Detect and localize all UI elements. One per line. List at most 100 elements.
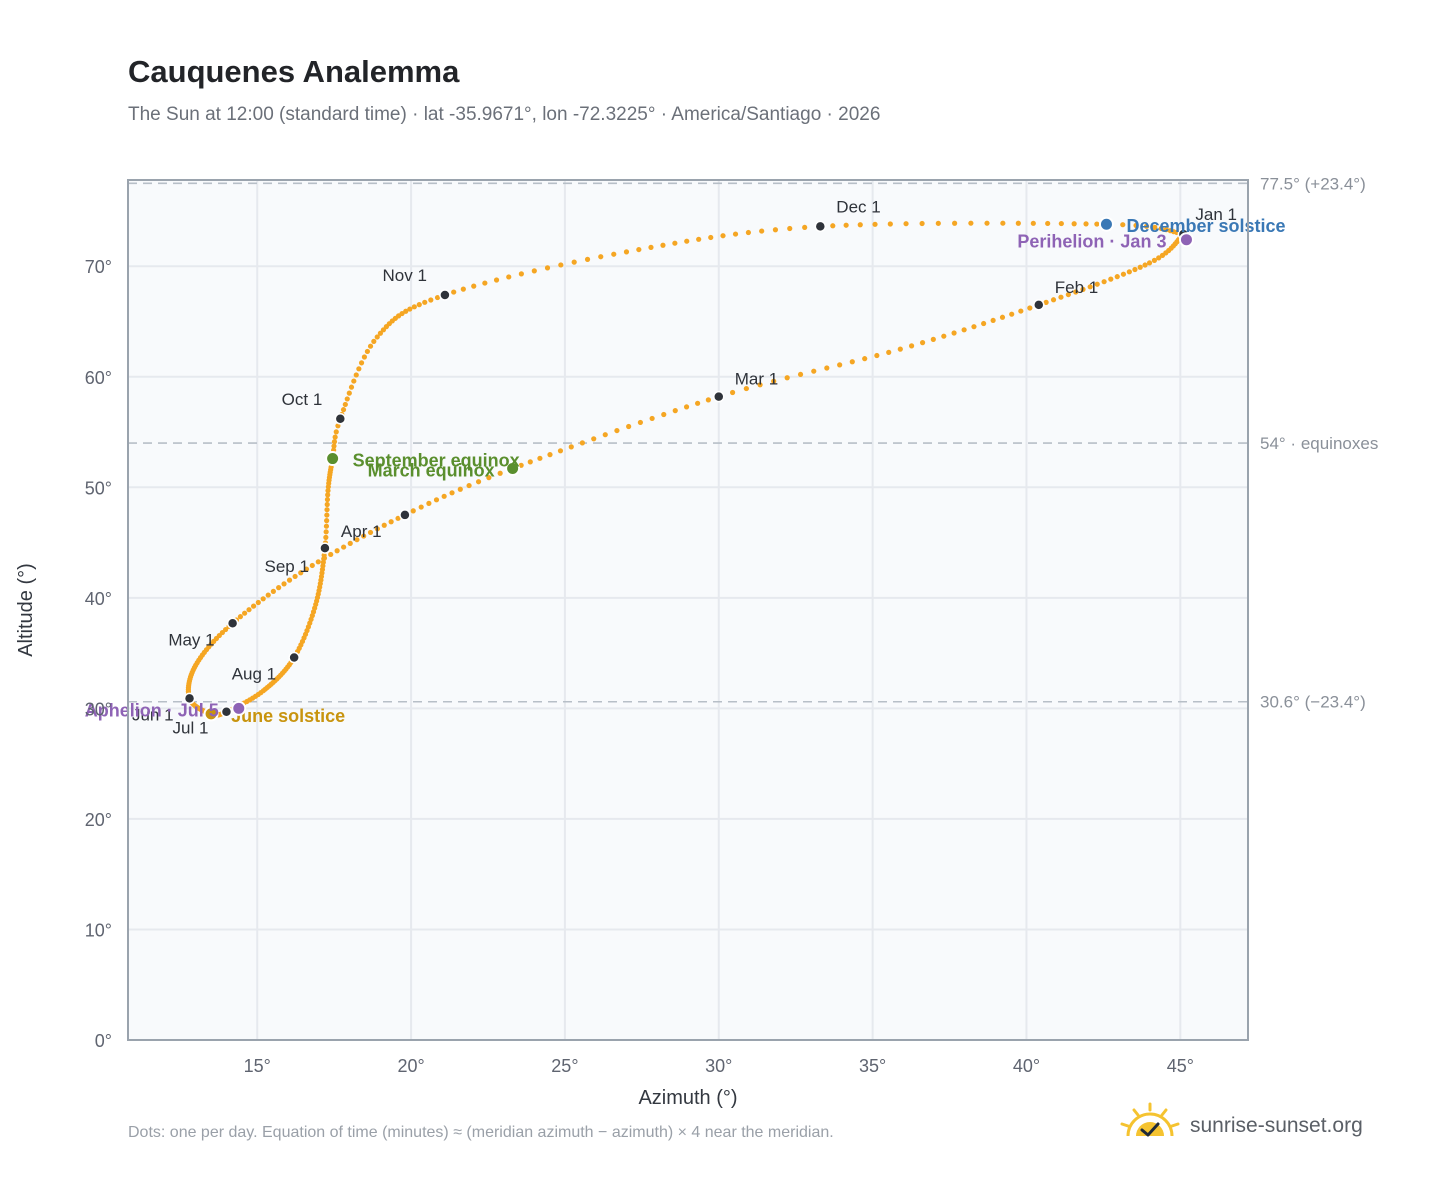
- day-dot: [1126, 269, 1132, 275]
- day-dot: [1018, 308, 1024, 314]
- day-dot: [333, 429, 339, 435]
- day-dot: [824, 365, 830, 371]
- x-tick-label: 45°: [1167, 1056, 1194, 1076]
- day-dot: [811, 368, 817, 374]
- y-tick-label: 50°: [85, 478, 112, 498]
- day-dot: [544, 265, 551, 271]
- day-dot: [1065, 291, 1071, 298]
- day-dot: [1108, 276, 1114, 282]
- event-label: September equinox: [353, 451, 520, 471]
- month-marker-label: Sep 1: [264, 557, 308, 576]
- day-dot: [732, 231, 739, 237]
- day-dot: [614, 427, 620, 434]
- day-dot: [999, 314, 1006, 320]
- day-dot: [1101, 279, 1107, 285]
- day-dot: [323, 529, 329, 535]
- day-dot: [757, 382, 763, 388]
- day-dot: [325, 488, 331, 494]
- day-dot: [303, 566, 310, 572]
- day-dot: [941, 333, 947, 339]
- day-dot: [527, 459, 533, 465]
- day-dot: [237, 614, 244, 620]
- day-dot: [1120, 222, 1126, 228]
- day-dot: [684, 238, 690, 244]
- day-dot: [428, 297, 434, 303]
- day-dot: [759, 228, 765, 234]
- month-marker-label: Nov 1: [383, 266, 427, 285]
- month-marker: [1033, 299, 1045, 311]
- x-tick-label: 15°: [244, 1056, 271, 1076]
- day-dot: [568, 444, 574, 450]
- day-dot: [377, 330, 384, 336]
- day-dot: [347, 540, 353, 546]
- day-dot: [315, 559, 321, 565]
- day-dot: [407, 306, 413, 312]
- day-dot: [364, 348, 371, 355]
- y-tick-label: 60°: [85, 368, 112, 388]
- event-marker: [325, 451, 341, 467]
- day-dot: [286, 577, 293, 583]
- month-marker: [226, 617, 239, 630]
- brand-name: sunrise-sunset.org: [1190, 1114, 1363, 1137]
- day-dot: [260, 596, 266, 602]
- day-dot: [242, 610, 248, 616]
- day-dot: [672, 240, 678, 246]
- footnote: Dots: one per day. Equation of time (min…: [128, 1124, 834, 1141]
- x-tick-label: 25°: [551, 1056, 578, 1076]
- day-dot: [1058, 294, 1064, 300]
- day-dot: [602, 432, 608, 438]
- day-dot: [745, 229, 751, 236]
- day-dot: [325, 492, 331, 498]
- day-dot: [720, 233, 726, 239]
- month-marker: [183, 692, 196, 705]
- day-dot: [403, 308, 409, 314]
- day-dot: [598, 254, 604, 260]
- day-dot: [374, 334, 380, 340]
- day-dot: [358, 360, 365, 366]
- page-title: Cauquenes Analemma: [128, 54, 460, 89]
- day-dot: [648, 244, 654, 250]
- event-label: December solstice: [1126, 216, 1285, 236]
- day-dot: [486, 475, 492, 481]
- y-tick-label: 10°: [85, 920, 112, 940]
- day-dot: [246, 607, 252, 613]
- day-dot: [388, 519, 394, 525]
- day-dot: [903, 221, 909, 227]
- day-dot: [518, 462, 524, 468]
- month-marker: [439, 289, 451, 301]
- day-dot: [332, 434, 338, 440]
- month-marker-label: Jan 1: [1195, 205, 1237, 224]
- day-dot: [547, 452, 553, 458]
- day-dot: [324, 501, 330, 508]
- day-dot: [298, 570, 304, 576]
- day-dot: [1151, 257, 1158, 263]
- day-dot: [250, 603, 257, 609]
- day-dot: [482, 280, 488, 286]
- day-dot: [579, 440, 585, 446]
- day-dot: [626, 423, 632, 430]
- event-marker: [1098, 216, 1114, 232]
- reference-lines: 77.5° (+23.4°) 54° · equinoxes 30.6° (−23.…: [128, 174, 1378, 712]
- day-dot: [971, 324, 977, 330]
- y-tick-label: 30°: [85, 699, 112, 719]
- day-dot: [897, 346, 903, 352]
- day-dot: [708, 234, 714, 241]
- day-dot: [324, 518, 330, 524]
- day-dot: [395, 515, 401, 521]
- day-dot: [1163, 227, 1169, 233]
- day-dot: [451, 289, 457, 295]
- day-dot: [1132, 266, 1138, 273]
- day-dot: [705, 397, 711, 403]
- reference-line-label: 54° · equinoxes: [1260, 434, 1378, 453]
- day-dot: [518, 271, 524, 277]
- day-dot: [930, 336, 936, 342]
- brand-logo-link[interactable]: sunrise-sunset.org: [1120, 1102, 1390, 1152]
- day-dot: [537, 455, 543, 461]
- month-marker-label: Jun 1: [132, 705, 174, 724]
- day-dot: [353, 372, 359, 378]
- day-dot: [784, 375, 790, 381]
- plot-area: [128, 180, 1248, 1040]
- day-dot: [1015, 220, 1021, 226]
